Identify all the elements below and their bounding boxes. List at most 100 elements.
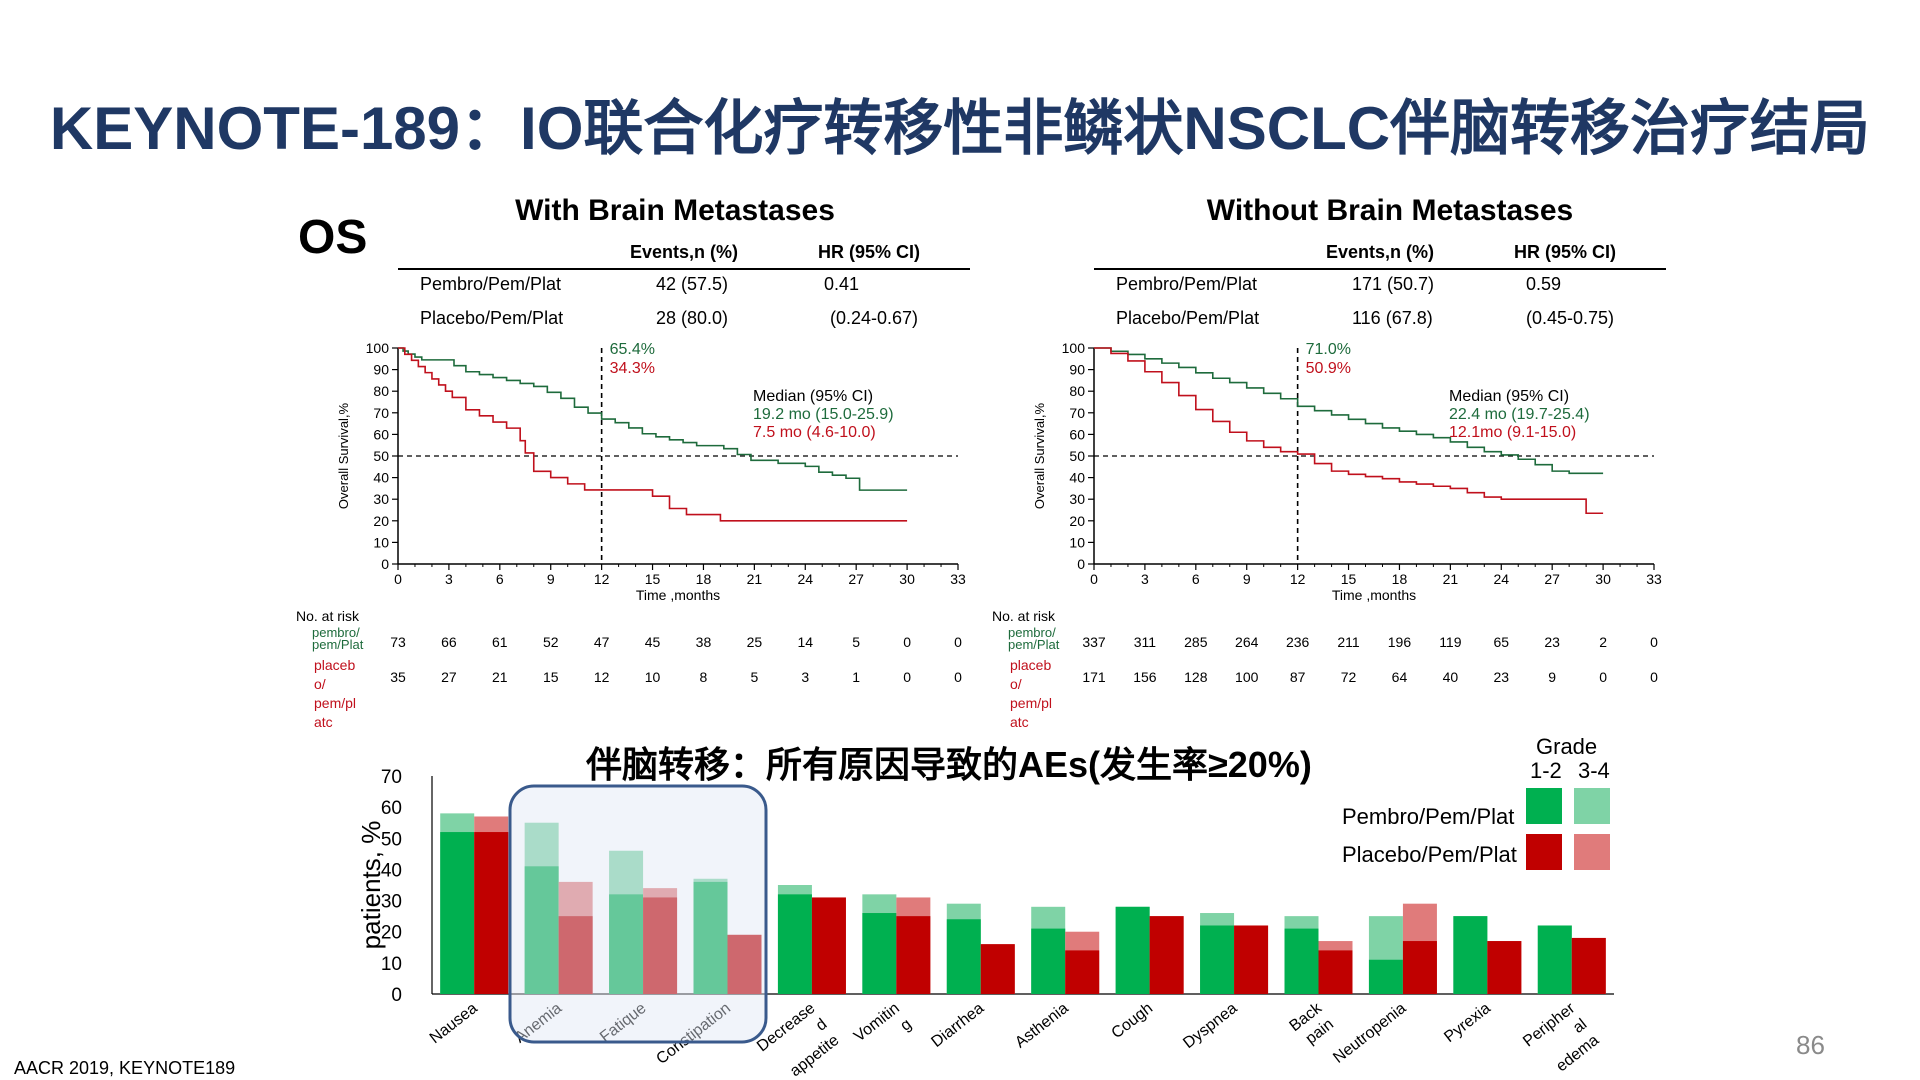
km2-risk-arm1-value: 311 — [1134, 634, 1157, 650]
km1-landmark-pembro-label: 65.4% — [610, 341, 655, 358]
ae-bar-placebo-lower — [1318, 950, 1353, 994]
km1-risk-arm1-value: 66 — [441, 634, 457, 650]
km1-risk-arm1-value: 5 — [852, 634, 860, 650]
km2-risk-arm2-value: 87 — [1290, 669, 1306, 685]
ae-bar-pembro-lower — [1537, 925, 1572, 994]
legend-swatch-pembro-34 — [1574, 788, 1610, 824]
ae-y-tick-label: 10 — [381, 954, 402, 975]
km1-risk-header: No. at risk — [296, 608, 360, 624]
km2-x-tick-label: 3 — [1141, 571, 1149, 587]
ae-bar-pembro-lower — [1115, 906, 1150, 994]
km1-row2-events: 28 (80.0) — [656, 308, 729, 328]
km2-y-tick-label: 90 — [1069, 362, 1085, 378]
ae-bar-placebo-lower — [980, 944, 1015, 994]
km2-risk-arm1-value: 119 — [1439, 634, 1462, 650]
km2-risk-arm1-value: 285 — [1184, 634, 1208, 650]
km2-row1-events: 171 (50.7) — [1352, 274, 1435, 294]
legend-swatch-pembro-12 — [1526, 788, 1562, 824]
legend-arm-pembro: Pembro/Pem/Plat — [1342, 804, 1515, 829]
footer-citation: AACR 2019, KEYNOTE189 — [14, 1058, 236, 1078]
km2-risk-arm1-label: pem/Plat — [1008, 637, 1060, 652]
km1-risk-arm2-value: 15 — [543, 669, 559, 685]
km1-row1-arm: Pembro/Pem/Plat — [420, 274, 562, 294]
km1-x-tick-label: 27 — [848, 571, 864, 587]
km1-x-tick-label: 24 — [797, 571, 813, 587]
km2-risk-arm2-label: pem/pl — [1010, 695, 1052, 711]
km2-risk-arm2-value: 23 — [1493, 669, 1509, 685]
km1-risk-arm2-label: o/ — [314, 676, 326, 692]
km2-y-tick-label: 20 — [1069, 513, 1085, 529]
km2-row2-events: 116 (67.8) — [1352, 308, 1433, 328]
km2-landmark-pembro-label: 71.0% — [1306, 341, 1351, 358]
km2-y-tick-label: 100 — [1062, 340, 1086, 356]
legend-swatch-placebo-12 — [1526, 834, 1562, 870]
ae-bar-pembro-lower — [1368, 959, 1403, 994]
ae-y-tick-label: 70 — [381, 767, 402, 788]
ae-y-tick-label: 50 — [381, 829, 402, 850]
os-section-label: OS — [298, 211, 368, 264]
ae-category-label: Vomitin — [851, 1000, 903, 1046]
km1-risk-arm2-value: 0 — [903, 669, 911, 685]
ae-bar-placebo-lower — [558, 916, 593, 994]
km1-risk-arm2-value: 21 — [492, 669, 508, 685]
km1-x-tick-label: 33 — [950, 571, 966, 587]
km2-risk-arm1-value: 337 — [1082, 634, 1106, 650]
ae-category-label: Cough — [1108, 1000, 1156, 1042]
km1-pembro-curve — [398, 347, 908, 491]
km1-risk-arm1-value: 14 — [797, 634, 813, 650]
km2-risk-arm1-value: 2 — [1599, 634, 1607, 650]
km2-row1-hr: 0.59 — [1526, 274, 1562, 294]
km2-x-tick-label: 6 — [1192, 571, 1200, 587]
km2-risk-arm2-label: o/ — [1010, 676, 1022, 692]
km2-row2-arm: Placebo/Pem/Plat — [1116, 308, 1260, 328]
km2-risk-arm2-value: 0 — [1650, 669, 1658, 685]
km2-y-tick-label: 50 — [1069, 448, 1085, 464]
km2-risk-arm1-value: 264 — [1235, 634, 1259, 650]
km1-y-axis-label: Overall Survival,% — [336, 402, 351, 509]
km2-risk-arm2-value: 171 — [1082, 669, 1106, 685]
km2-risk-arm2-value: 9 — [1548, 669, 1556, 685]
km2-y-tick-label: 40 — [1069, 470, 1085, 486]
km1-y-tick-label: 100 — [366, 340, 390, 356]
km1-risk-arm1-label: pembro/ — [312, 625, 360, 640]
ae-category-label: Dyspnea — [1180, 1000, 1240, 1052]
km2-summary-table: Events,n (%) HR (95% CI) Pembro/Pem/Plat… — [1094, 238, 1666, 338]
km2-risk-header: No. at risk — [992, 608, 1056, 624]
km1-y-tick-label: 10 — [373, 534, 389, 550]
km1-median-placebo: 7.5 mo (4.6-10.0) — [753, 424, 876, 441]
km2-risk-arm1-value: 196 — [1388, 634, 1412, 650]
km1-x-tick-label: 30 — [899, 571, 915, 587]
slide-title: KEYNOTE-189：IO联合化疗转移性非鳞状NSCLC伴脑转移治疗结局 — [49, 95, 1871, 162]
km1-y-tick-label: 80 — [373, 383, 389, 399]
km1-x-tick-label: 9 — [547, 571, 555, 587]
km1-title: With Brain Metastases — [515, 194, 835, 227]
legend-grade-12: 1-2 — [1530, 758, 1562, 783]
km2-risk-arm1-value: 65 — [1493, 634, 1509, 650]
km1-x-tick-label: 0 — [394, 571, 402, 587]
ae-category-label: Nausea — [427, 1000, 481, 1047]
km1-risk-arm2-value: 27 — [441, 669, 457, 685]
ae-category-label: Asthenia — [1012, 1000, 1072, 1052]
km1-y-tick-label: 0 — [381, 556, 389, 572]
km1-events-header: Events,n (%) — [630, 242, 739, 262]
km1-risk-arm1-value: 47 — [594, 634, 610, 650]
km1-x-tick-label: 6 — [496, 571, 504, 587]
km1-y-tick-label: 70 — [373, 405, 389, 421]
ae-y-tick-label: 0 — [391, 985, 402, 1006]
km1-risk-arm2-value: 10 — [645, 669, 661, 685]
km2-x-tick-label: 30 — [1595, 571, 1611, 587]
km2-risk-arm2-label: placeb — [1010, 657, 1051, 673]
km2-risk-arm2-value: 64 — [1392, 669, 1408, 685]
km1-row2-hr: (0.24-0.67) — [830, 308, 919, 328]
km2-risk-arm1-value: 211 — [1337, 634, 1360, 650]
km2-median-placebo: 12.1mo (9.1-15.0) — [1449, 424, 1576, 441]
km2-row1-arm: Pembro/Pem/Plat — [1116, 274, 1258, 294]
km2-landmark-placebo-label: 50.9% — [1306, 360, 1351, 377]
legend-grade-title: Grade — [1536, 734, 1598, 759]
ae-bar-placebo-lower — [1234, 925, 1269, 994]
ae-category-label: d — [813, 1016, 830, 1035]
km2-risk-arm2-label: atc — [1010, 714, 1029, 730]
km2-x-tick-label: 21 — [1443, 571, 1459, 587]
km2-y-tick-label: 80 — [1069, 383, 1085, 399]
km1-y-tick-label: 50 — [373, 448, 389, 464]
